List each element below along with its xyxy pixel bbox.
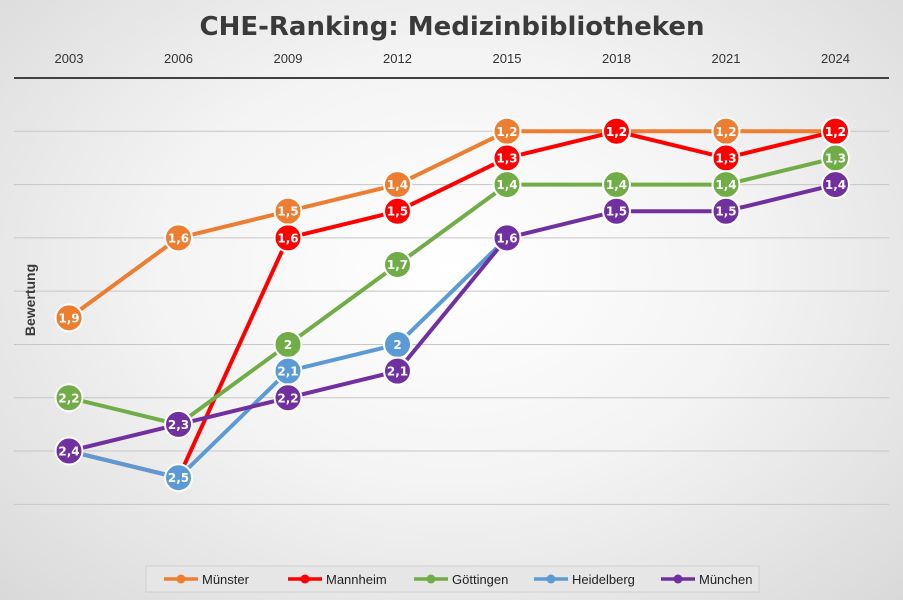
data-label: 1,3 [825,151,846,165]
data-label: 1,2 [715,125,736,139]
data-label: 1,9 [58,311,79,325]
data-label: 2,1 [277,365,298,379]
x-tick-label: 2015 [493,51,522,66]
x-axis-ticks: 2003 2006 2009 2012 2015 2018 2021 2024 [55,51,850,66]
data-point [164,463,193,493]
data-point [383,250,412,280]
data-label: 1,4 [496,178,517,192]
x-tick-label: 2009 [274,51,303,66]
data-label: 1,6 [168,231,189,245]
data-label: 2,4 [58,445,79,459]
data-point [54,383,84,413]
data-label: 2,2 [58,391,79,405]
x-tick-label: 2003 [55,51,84,66]
x-tick-label: 2021 [712,51,741,66]
data-label: 1,4 [825,178,846,192]
legend-item: München [661,572,752,587]
data-point [711,196,741,226]
legend-label: Münster [202,572,250,587]
legend-item: Heidelberg [534,572,635,587]
x-tick-label: 2006 [164,51,193,66]
data-label: 1,4 [606,178,627,192]
legend-item: Göttingen [414,572,508,587]
data-label: 2,3 [168,418,189,432]
data-point [273,383,303,413]
x-tick-label: 2012 [383,51,412,66]
data-point [492,170,522,200]
data-label: 1,6 [496,231,517,245]
data-label: 2,5 [168,471,189,485]
data-point [492,223,522,253]
legend-swatch-marker [546,574,556,584]
series-line-münchen [67,182,838,454]
data-label: 1,4 [715,178,736,192]
data-label: 1,6 [277,231,298,245]
data-label: 1,7 [387,258,408,272]
gridlines [14,130,889,505]
data-label: 2,1 [387,365,408,379]
data-point [54,303,84,333]
legend-label: München [699,572,752,587]
data-point [821,170,850,200]
legend-swatch-marker [426,574,436,584]
data-label: 1,2 [825,125,846,139]
data-label: 1,5 [606,205,627,219]
data-point [273,223,303,253]
data-label: 2,2 [277,391,298,405]
series-line-münster [67,129,838,320]
legend: Münster Mannheim Göttingen Heidelberg Münche… [145,565,760,593]
series-markers [54,116,850,493]
data-label: 2 [284,338,292,352]
x-tick-label: 2018 [602,51,631,66]
legend-label: Mannheim [326,572,387,587]
data-label: 2 [393,338,401,352]
series-group: 1,91,61,51,41,2 1,2 1,2 1,21,61,51,31,21,31… [54,116,850,493]
data-label: 1,4 [387,178,408,192]
data-labels: 1,91,61,51,41,2 1,2 1,2 1,21,61,51,31,21,31… [58,125,846,485]
x-tick-label: 2024 [821,51,850,66]
data-label: 1,2 [606,125,627,139]
data-point [383,196,412,226]
legend-label: Heidelberg [572,572,635,587]
y-axis-label: Bewertung [22,264,38,336]
legend-item: Münster [164,572,250,587]
data-label: 1,3 [496,151,517,165]
data-label: 1,5 [277,205,298,219]
data-label: 1,5 [387,205,408,219]
series-line-mannheim [67,129,838,480]
series-line-göttingen [67,155,838,427]
legend-label: Göttingen [452,572,508,587]
data-point [602,196,631,226]
data-point [383,356,412,386]
data-point [164,223,193,253]
legend-box [145,565,760,593]
data-label: 1,3 [715,151,736,165]
legend-swatch-marker [673,574,683,584]
data-point [602,116,631,146]
chart-title: CHE-Ranking: Medizinbibliotheken [200,12,705,42]
data-point [54,436,84,466]
data-label: 1,2 [825,125,846,139]
legend-swatch-marker [300,574,310,584]
data-point [164,409,193,439]
data-label: 1,5 [715,205,736,219]
legend-swatch-marker [176,574,186,584]
data-label: 1,2 [606,125,627,139]
legend-item: Mannheim [288,572,387,587]
data-label: 1,2 [496,125,517,139]
